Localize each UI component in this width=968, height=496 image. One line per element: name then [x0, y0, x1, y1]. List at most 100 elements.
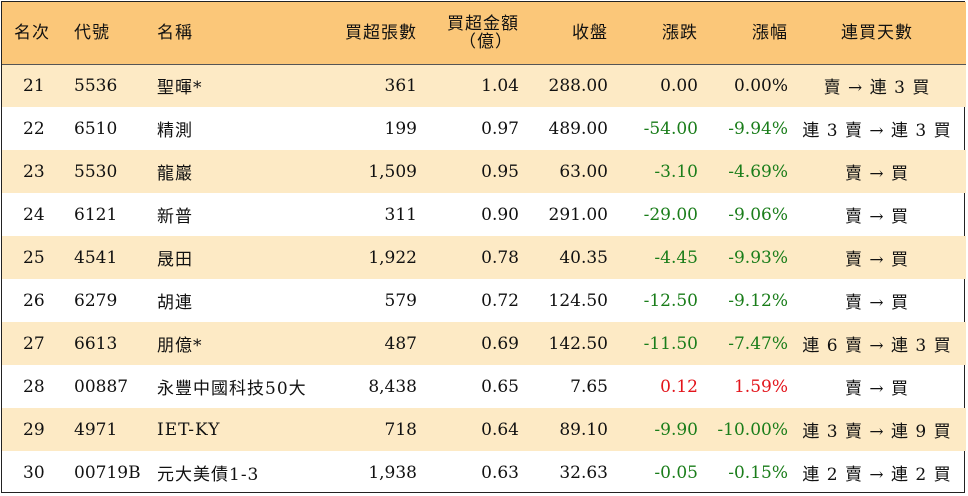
net-buy-lots-cell: 1,509 — [368, 161, 417, 182]
consecutive-days-cell: 連 3 賣 → 連 9 買 — [802, 422, 952, 442]
header-row: 名次 代號 名稱 買超張數 買超金額 （億） 收盤 漲跌 漲幅 連買天數 — [2, 2, 966, 64]
change-pct-cell: 1.59% — [733, 376, 788, 397]
rank-cell: 30 — [23, 462, 45, 483]
name-cell: 永豐中國科技50大 — [157, 379, 307, 399]
change-cell: -3.10 — [654, 161, 698, 182]
code-cell: 5536 — [60, 63, 145, 107]
rank-cell: 27 — [23, 333, 45, 354]
header-rank: 名次 — [14, 22, 50, 43]
change-cell: -4.45 — [654, 247, 698, 268]
table-row: 26 6279 胡連 579 0.72 124.50 -12.50 -9.12% 賣 → 買 — [2, 279, 966, 322]
name-cell: 元大美債1-3 — [157, 465, 260, 485]
code-cell: 4971 — [74, 419, 118, 440]
change-pct-cell: -9.06% — [728, 204, 788, 225]
close-cell: 32.63 — [559, 462, 608, 483]
change-cell: -11.50 — [643, 333, 698, 354]
change-cell: -54.00 — [643, 118, 698, 139]
header-close: 收盤 — [572, 22, 608, 43]
table-row: 28 00887 永豐中國科技50大 8,438 0.65 7.65 0.12 1.59% 賣 … — [2, 365, 966, 408]
code-cell: 6510 — [74, 118, 118, 139]
consecutive-days-cell: 連 2 賣 → 連 2 買 — [802, 465, 952, 485]
change-cell: 0.00 — [608, 63, 698, 107]
net-buy-lots-cell: 1,938 — [368, 462, 417, 483]
net-buy-lots-cell: 311 — [384, 204, 417, 225]
net-buy-amount-cell: 0.63 — [481, 462, 519, 483]
consecutive-days-cell: 賣 → 買 — [844, 164, 910, 184]
name-cell: IET-KY — [157, 419, 221, 440]
net-buy-amount-cell: 0.97 — [481, 118, 519, 139]
net-buy-lots-cell: 8,438 — [368, 376, 417, 397]
rank-cell: 28 — [23, 376, 45, 397]
consecutive-days-cell: 賣 → 買 — [844, 207, 910, 227]
table-row: 29 4971 IET-KY 718 0.64 89.10 -9.90 -10.00% 連 3 … — [2, 408, 966, 451]
code-cell: 5530 — [74, 161, 118, 182]
change-pct-cell: -4.69% — [728, 161, 788, 182]
close-cell: 124.50 — [548, 290, 608, 311]
net-buy-lots-cell: 579 — [384, 290, 417, 311]
net-buy-lots-cell: 199 — [384, 118, 417, 139]
code-cell: 00719B — [74, 462, 141, 483]
change-cell: 0.12 — [660, 376, 698, 397]
table-row: 24 6121 新普 311 0.90 291.00 -29.00 -9.06% 賣 → 買 — [2, 193, 966, 236]
net-buy-lots-cell: 718 — [384, 419, 417, 440]
table-row: 22 6510 精測 199 0.97 489.00 -54.00 -9.94% 連 3 賣 →… — [2, 107, 966, 150]
change-pct-cell: -9.94% — [728, 118, 788, 139]
code-cell: 00887 — [74, 376, 129, 397]
rank-cell: 25 — [23, 247, 45, 268]
table-row: 21 5536 聖暉* 361 1.04 288.00 0.00 0.00% 賣 → 連 3 買 — [2, 63, 966, 107]
net-buy-amount-cell: 0.69 — [481, 333, 519, 354]
close-cell: 489.00 — [548, 118, 608, 139]
net-buy-amount-cell: 1.04 — [417, 63, 519, 107]
close-cell: 63.00 — [559, 161, 608, 182]
header-name: 名稱 — [157, 22, 193, 43]
consecutive-days-cell: 賣 → 連 3 買 — [788, 63, 966, 107]
name-cell: 精測 — [157, 121, 193, 141]
change-cell: -9.90 — [654, 419, 698, 440]
close-cell: 291.00 — [548, 204, 608, 225]
table-header: 名次 代號 名稱 買超張數 買超金額 （億） 收盤 漲跌 漲幅 連買天數 — [2, 2, 966, 64]
change-cell: -29.00 — [643, 204, 698, 225]
net-buy-amount-cell: 0.64 — [481, 419, 519, 440]
net-buy-amount-cell: 0.95 — [481, 161, 519, 182]
header-change: 漲跌 — [662, 22, 698, 43]
close-cell: 7.65 — [570, 376, 608, 397]
change-pct-cell: -9.93% — [728, 247, 788, 268]
header-net-buy-amount: 買超金額 （億） — [417, 2, 519, 64]
name-cell: 新普 — [157, 207, 193, 227]
code-cell: 6279 — [74, 290, 118, 311]
close-cell: 40.35 — [559, 247, 608, 268]
net-buy-lots-cell: 487 — [384, 333, 417, 354]
header-net-buy-amount-line2: （億） — [459, 31, 513, 52]
table-body: 21 5536 聖暉* 361 1.04 288.00 0.00 0.00% 賣 → 連 3 買… — [2, 63, 966, 494]
net-buy-amount-cell: 0.65 — [481, 376, 519, 397]
change-pct-cell: 0.00% — [698, 63, 788, 107]
name-cell: 胡連 — [157, 293, 193, 313]
change-pct-cell: -0.15% — [728, 462, 788, 483]
table-row: 23 5530 龍巖 1,509 0.95 63.00 -3.10 -4.69% 賣 → 買 — [2, 150, 966, 193]
change-pct-cell: -9.12% — [728, 290, 788, 311]
rank-cell: 21 — [2, 63, 60, 107]
rank-cell: 23 — [23, 161, 45, 182]
consecutive-days-cell: 賣 → 買 — [844, 293, 910, 313]
net-buy-amount-cell: 0.90 — [481, 204, 519, 225]
header-change-pct: 漲幅 — [752, 22, 788, 43]
rank-cell: 24 — [23, 204, 45, 225]
net-buy-lots-cell: 361 — [310, 63, 417, 107]
consecutive-days-cell: 連 3 賣 → 連 3 買 — [802, 121, 952, 141]
table-row: 25 4541 晟田 1,922 0.78 40.35 -4.45 -9.93% 賣 → 買 — [2, 236, 966, 279]
change-pct-cell: -7.47% — [728, 333, 788, 354]
change-pct-cell: -10.00% — [717, 419, 788, 440]
rank-cell: 29 — [23, 419, 45, 440]
change-cell: -12.50 — [643, 290, 698, 311]
change-cell: -0.05 — [654, 462, 698, 483]
code-cell: 6613 — [74, 333, 118, 354]
consecutive-days-cell: 賣 → 買 — [844, 250, 910, 270]
name-cell: 晟田 — [157, 250, 193, 270]
name-cell: 朋億* — [157, 336, 203, 356]
close-cell: 142.50 — [548, 333, 608, 354]
table-row: 27 6613 朋億* 487 0.69 142.50 -11.50 -7.47% 連 6 賣 … — [2, 322, 966, 365]
name-cell: 龍巖 — [157, 164, 193, 184]
header-consecutive-days: 連買天數 — [841, 22, 913, 43]
